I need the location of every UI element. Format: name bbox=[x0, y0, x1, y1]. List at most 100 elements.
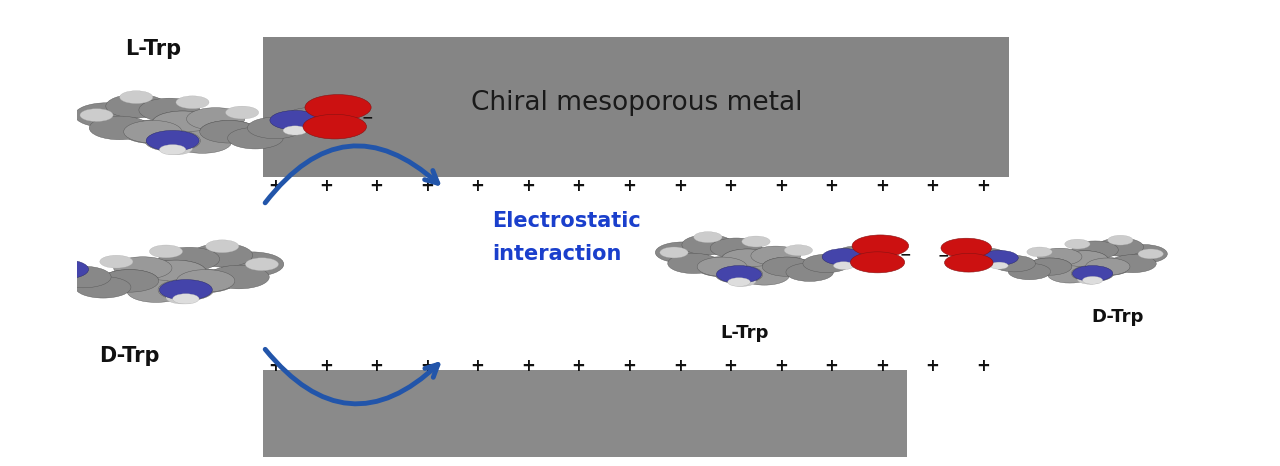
Circle shape bbox=[90, 116, 150, 140]
Circle shape bbox=[698, 257, 748, 276]
Circle shape bbox=[850, 252, 905, 273]
Circle shape bbox=[1028, 258, 1071, 275]
Circle shape bbox=[146, 260, 206, 284]
Text: +: + bbox=[824, 178, 838, 195]
Text: +: + bbox=[420, 357, 434, 375]
Circle shape bbox=[1061, 251, 1108, 269]
Circle shape bbox=[285, 108, 338, 128]
Circle shape bbox=[157, 279, 214, 301]
Text: +: + bbox=[319, 178, 333, 195]
Circle shape bbox=[655, 242, 709, 263]
Circle shape bbox=[160, 142, 192, 155]
Circle shape bbox=[716, 265, 763, 284]
Circle shape bbox=[660, 247, 689, 258]
Text: +: + bbox=[420, 178, 434, 195]
Circle shape bbox=[852, 235, 909, 257]
Text: +: + bbox=[370, 178, 384, 195]
Circle shape bbox=[101, 270, 159, 292]
Circle shape bbox=[220, 252, 284, 276]
Circle shape bbox=[1107, 235, 1133, 245]
Circle shape bbox=[225, 106, 259, 119]
Circle shape bbox=[74, 103, 138, 127]
Circle shape bbox=[785, 245, 813, 256]
Circle shape bbox=[146, 260, 206, 284]
Circle shape bbox=[1071, 265, 1114, 281]
Circle shape bbox=[1028, 258, 1071, 275]
Circle shape bbox=[1110, 254, 1156, 273]
Circle shape bbox=[728, 278, 750, 287]
Circle shape bbox=[38, 260, 88, 279]
Circle shape bbox=[833, 262, 854, 269]
Text: +: + bbox=[824, 357, 838, 375]
Circle shape bbox=[1065, 239, 1091, 249]
Text: +: + bbox=[471, 357, 485, 375]
Circle shape bbox=[160, 280, 212, 300]
Circle shape bbox=[51, 275, 76, 284]
Circle shape bbox=[989, 262, 1009, 269]
Circle shape bbox=[694, 232, 722, 243]
Circle shape bbox=[762, 257, 812, 276]
Circle shape bbox=[145, 130, 201, 151]
Circle shape bbox=[246, 258, 279, 271]
Circle shape bbox=[120, 91, 152, 103]
Circle shape bbox=[1027, 247, 1052, 257]
Circle shape bbox=[209, 265, 269, 289]
Circle shape bbox=[1084, 258, 1132, 275]
Circle shape bbox=[1061, 251, 1108, 269]
Text: −: − bbox=[900, 247, 911, 262]
Circle shape bbox=[140, 98, 200, 122]
Circle shape bbox=[177, 270, 234, 292]
Circle shape bbox=[1038, 248, 1082, 266]
Circle shape bbox=[1071, 241, 1119, 259]
Circle shape bbox=[166, 291, 200, 304]
Circle shape bbox=[150, 245, 183, 258]
Bar bbox=[264, 37, 1010, 177]
Text: +: + bbox=[774, 178, 787, 195]
Circle shape bbox=[0, 263, 55, 288]
Circle shape bbox=[55, 266, 111, 288]
Circle shape bbox=[152, 111, 212, 135]
Text: −: − bbox=[362, 110, 374, 125]
Circle shape bbox=[127, 280, 186, 302]
Circle shape bbox=[1119, 245, 1167, 263]
Circle shape bbox=[303, 114, 366, 139]
Circle shape bbox=[200, 121, 259, 143]
Circle shape bbox=[740, 266, 790, 285]
Bar bbox=[264, 370, 908, 457]
Text: +: + bbox=[269, 357, 283, 375]
Circle shape bbox=[106, 94, 166, 118]
Text: +: + bbox=[673, 357, 686, 375]
Text: +: + bbox=[521, 178, 535, 195]
Circle shape bbox=[175, 96, 209, 109]
Text: L-Trp: L-Trp bbox=[125, 39, 182, 59]
Text: +: + bbox=[975, 357, 989, 375]
Circle shape bbox=[228, 127, 283, 149]
Circle shape bbox=[192, 243, 252, 267]
Circle shape bbox=[762, 257, 812, 276]
Circle shape bbox=[0, 244, 54, 269]
Circle shape bbox=[993, 255, 1036, 272]
Text: +: + bbox=[774, 357, 787, 375]
Text: +: + bbox=[319, 357, 333, 375]
Circle shape bbox=[751, 246, 800, 266]
Circle shape bbox=[1097, 238, 1143, 256]
Circle shape bbox=[200, 121, 259, 143]
Text: L-Trp: L-Trp bbox=[721, 324, 769, 342]
Circle shape bbox=[835, 246, 881, 263]
Circle shape bbox=[1138, 249, 1164, 259]
Text: interaction: interaction bbox=[492, 244, 621, 264]
Circle shape bbox=[283, 126, 307, 135]
Circle shape bbox=[173, 131, 232, 153]
Text: +: + bbox=[975, 178, 989, 195]
Circle shape bbox=[722, 249, 773, 269]
Circle shape bbox=[668, 254, 719, 274]
Text: +: + bbox=[925, 178, 940, 195]
Circle shape bbox=[270, 110, 320, 130]
Text: +: + bbox=[572, 178, 585, 195]
Circle shape bbox=[717, 266, 762, 283]
Circle shape bbox=[159, 247, 220, 271]
Text: +: + bbox=[370, 357, 384, 375]
Circle shape bbox=[76, 276, 131, 298]
Circle shape bbox=[742, 236, 771, 247]
Text: +: + bbox=[622, 357, 636, 375]
